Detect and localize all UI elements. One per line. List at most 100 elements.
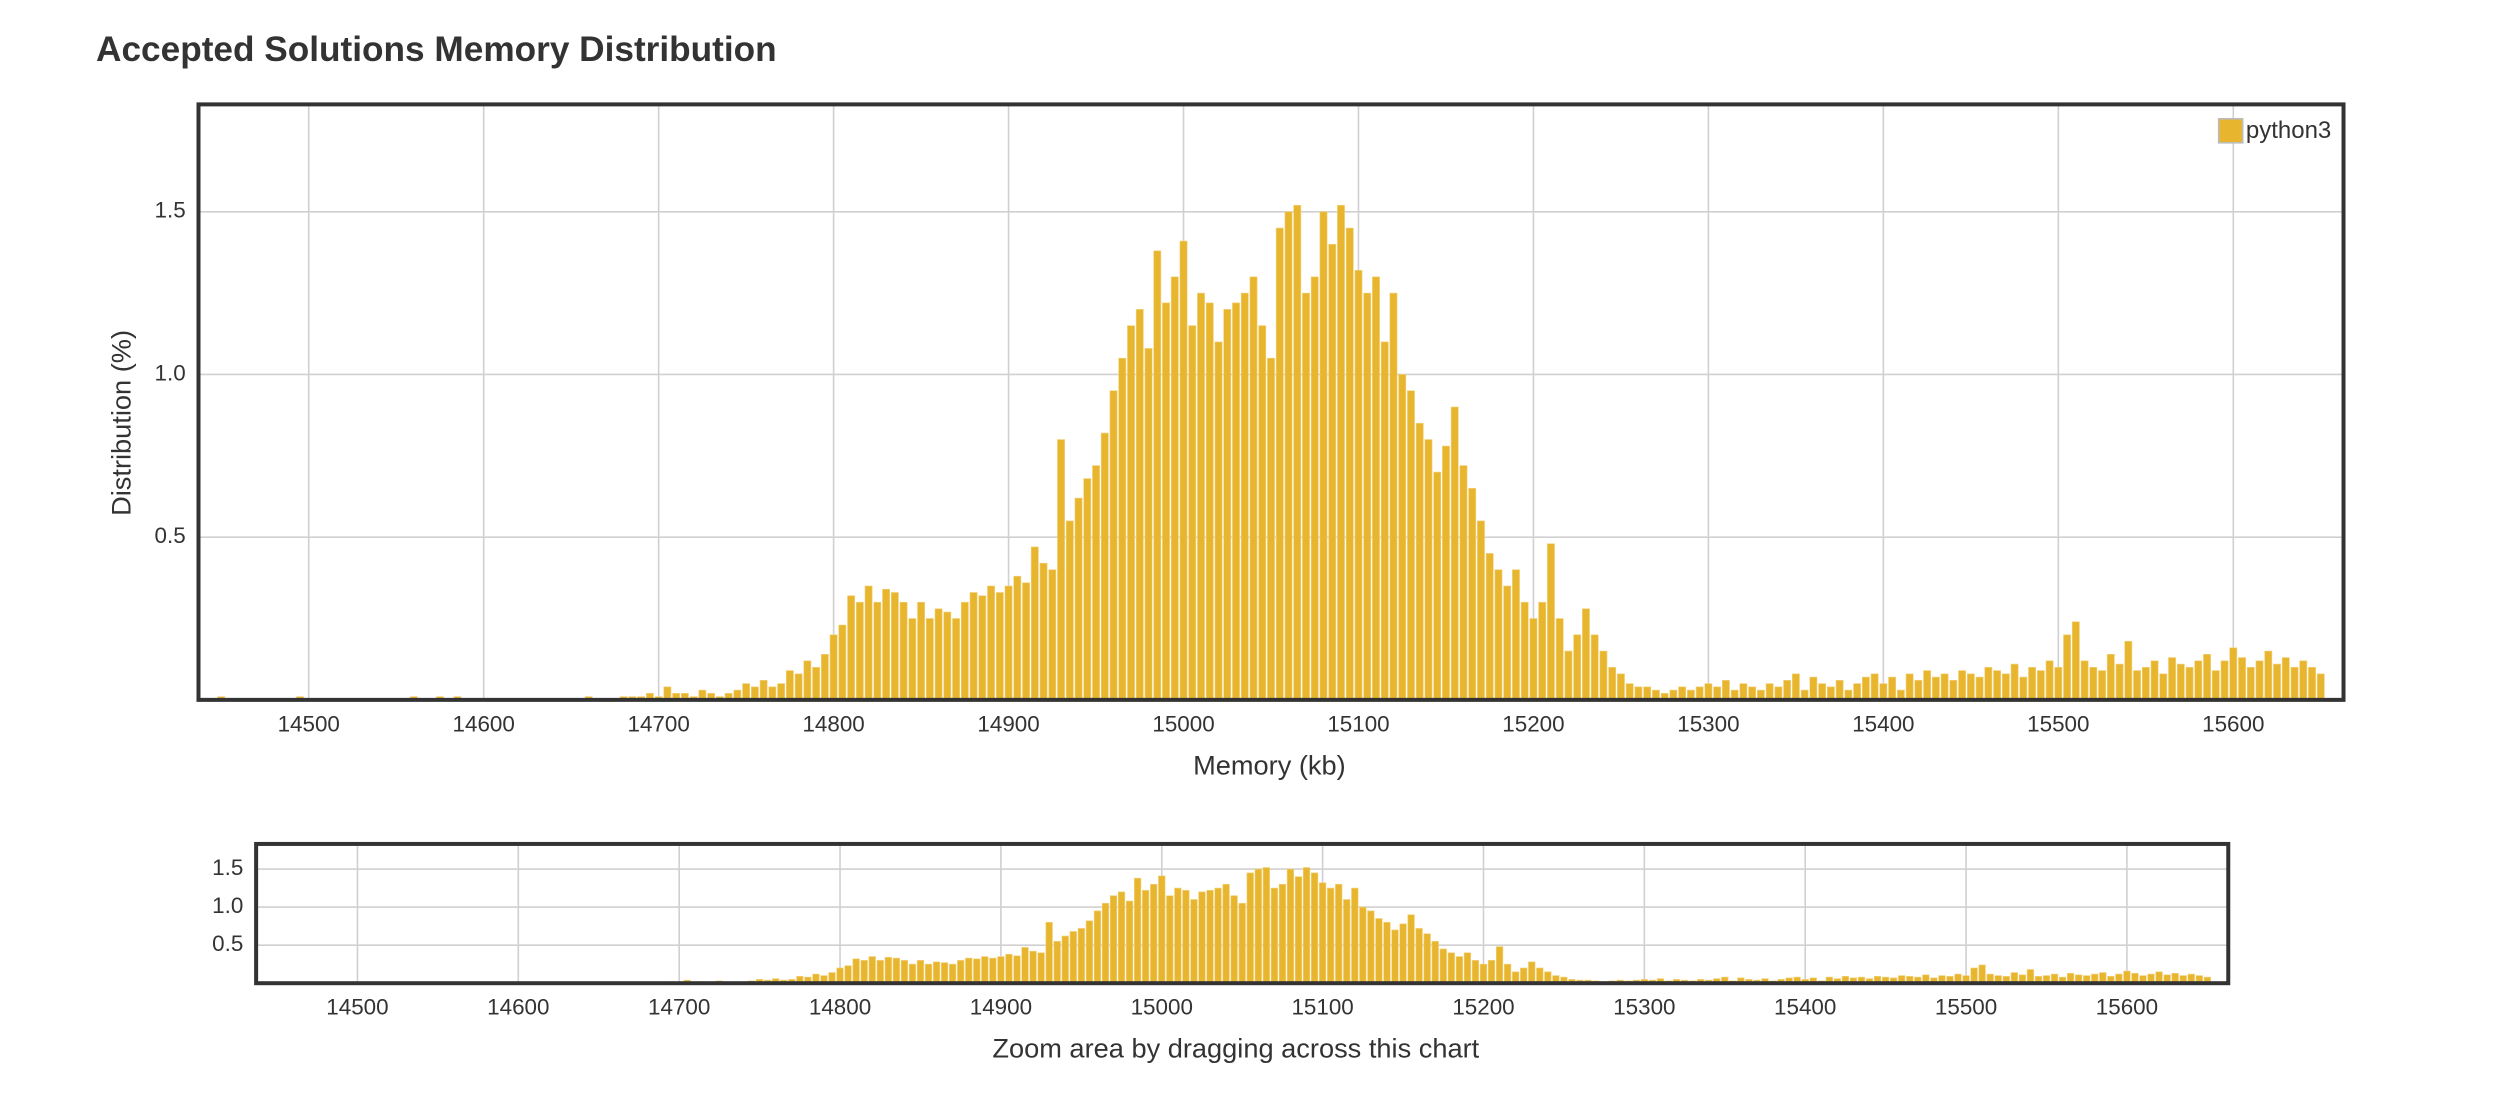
bar [829, 634, 838, 701]
bar [2159, 673, 2168, 701]
bar [1153, 250, 1162, 701]
y-axis-label: Distribution (%) [105, 330, 136, 516]
bar [1853, 683, 1862, 701]
bar [1249, 276, 1258, 701]
navigator-bar [1471, 960, 1480, 984]
bar [2098, 670, 2106, 701]
navigator-bar [1150, 883, 1158, 984]
bar [2133, 670, 2141, 701]
bar [1415, 422, 1424, 701]
bar [1162, 302, 1170, 701]
legend-swatch[interactable] [2217, 117, 2244, 144]
bar [1442, 445, 1450, 701]
x-tick-label: 14500 [326, 995, 388, 1020]
navigator-bar [1343, 899, 1351, 984]
bar [1363, 292, 1372, 701]
bar [1057, 439, 1065, 701]
navigator-bar [1383, 922, 1391, 984]
navigator-bar [924, 963, 933, 984]
navigator-bar [1069, 931, 1077, 984]
navigator-bar [973, 958, 981, 984]
bar [1905, 673, 1914, 701]
bar [943, 611, 952, 701]
bar [2045, 660, 2054, 701]
navigator-bar [1294, 876, 1303, 984]
bar [1127, 325, 1135, 701]
navigator-bar [1278, 883, 1287, 984]
bar [2054, 667, 2063, 701]
navigator-bar [981, 956, 989, 984]
x-tick-label: 14800 [802, 711, 864, 736]
y-tick-label: 0.5 [212, 931, 243, 956]
bar [777, 683, 786, 701]
bar [1267, 357, 1275, 701]
bar [2019, 676, 2028, 701]
navigator-bar [1270, 887, 1278, 984]
bar [1223, 309, 1232, 701]
bar [934, 608, 943, 701]
navigator-bar [1262, 867, 1270, 984]
x-tick-label: 14800 [809, 995, 871, 1020]
bar [794, 673, 803, 701]
navigator-bar [1375, 918, 1383, 984]
x-tick-label: 15500 [1935, 995, 1997, 1020]
bar [2308, 667, 2316, 701]
navigator-bar [957, 960, 965, 984]
bar [1984, 667, 1993, 701]
bar [1722, 680, 1730, 701]
bar [1879, 683, 1888, 701]
navigator-bar [940, 962, 949, 984]
bar [1293, 204, 1302, 701]
bar [1197, 292, 1205, 701]
bar [1529, 618, 1538, 701]
x-tick-label: 15600 [2202, 711, 2264, 736]
navigator-bar [1503, 963, 1512, 984]
bar [1232, 302, 1240, 701]
navigator-bar [1182, 890, 1190, 984]
navigator-bar [1166, 895, 1174, 984]
bar [1966, 673, 1975, 701]
navigator-bar [892, 957, 900, 984]
bar [759, 680, 768, 701]
bar [847, 595, 856, 701]
bar [2203, 653, 2211, 701]
bar [1337, 204, 1345, 701]
bar [2176, 663, 2185, 701]
bar [1485, 553, 1494, 701]
navigator-bar [1463, 952, 1472, 984]
navigator-bar [1246, 872, 1254, 984]
bar [2115, 663, 2124, 701]
bar [2168, 657, 2176, 701]
navigator-bar [1021, 947, 1029, 984]
x-tick-label: 15400 [1774, 995, 1836, 1020]
bar [1608, 667, 1617, 701]
bar [1590, 634, 1599, 701]
navigator-bar [1013, 955, 1021, 984]
navigator-frame[interactable] [254, 841, 2231, 986]
bar [925, 618, 934, 701]
navigator-bar [1101, 902, 1110, 984]
x-tick-label: 15200 [1502, 711, 1564, 736]
bar [1424, 439, 1433, 701]
bar [1870, 673, 1879, 701]
navigator-label[interactable]: Zoom area by dragging across this chart [992, 1033, 1479, 1064]
navigator-bar [876, 960, 884, 984]
bar [1258, 325, 1267, 701]
legend-label[interactable]: python3 [2246, 117, 2331, 144]
navigator-bar [1391, 929, 1399, 984]
bar [2290, 667, 2299, 701]
bar [1407, 390, 1415, 701]
bar [1494, 569, 1503, 701]
navigator-bar [1359, 906, 1367, 984]
bar [1284, 211, 1293, 701]
bar [1582, 608, 1590, 701]
bar [1958, 670, 1967, 701]
navigator-bar [1230, 895, 1238, 984]
bar [1380, 341, 1389, 701]
bar [1512, 569, 1520, 701]
navigator-bar [1029, 950, 1037, 984]
bar [1275, 227, 1284, 701]
bar [2220, 660, 2229, 701]
navigator-bar [1286, 868, 1295, 984]
bar [1739, 683, 1748, 701]
